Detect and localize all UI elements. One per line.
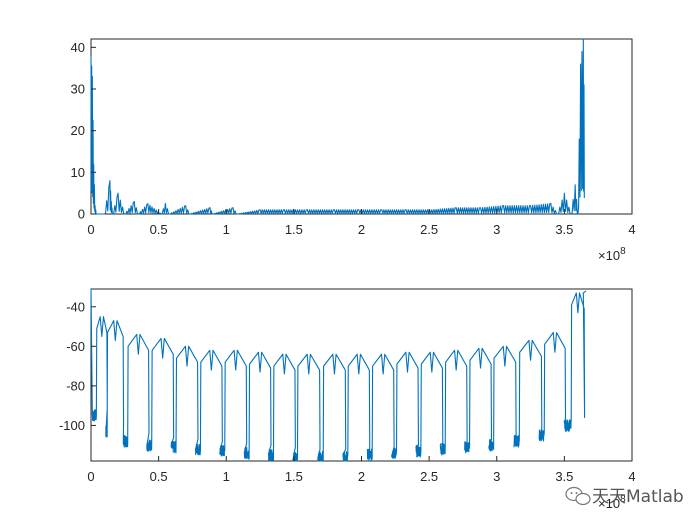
x-tick-label: 3.5: [555, 469, 573, 484]
x-tick-label: 4: [628, 469, 635, 484]
x-tick-label: 0: [87, 469, 94, 484]
x-tick-label: 1: [223, 469, 230, 484]
bottom-series-group: [90, 288, 587, 462]
top-x-ticks: 0 0.5 1 1.5 2 2.5 3 3.5 4: [87, 209, 636, 237]
top-series-line: [90, 38, 585, 215]
x-tick-label: 2.5: [420, 222, 438, 237]
y-tick-label: 20: [71, 123, 85, 138]
top-x-exponent-power: 8: [620, 246, 626, 257]
y-tick-label: -80: [66, 378, 85, 393]
x-tick-label: 1: [223, 222, 230, 237]
x-tick-label: 0.5: [150, 222, 168, 237]
y-tick-label: -100: [59, 418, 85, 433]
x-tick-label: 3: [493, 469, 500, 484]
bottom-x-exponent-base: ×10: [598, 496, 620, 511]
top-x-exponent: ×108: [598, 246, 626, 263]
y-tick-label: 0: [78, 207, 85, 222]
x-tick-label: 1.5: [285, 222, 303, 237]
x-tick-label: 1.5: [285, 469, 303, 484]
top-y-ticks: 0 10 20 30 40: [71, 40, 96, 222]
watermark: 天天Matlab: [565, 486, 684, 507]
y-tick-label: 30: [71, 82, 85, 97]
top-series-group: [90, 38, 585, 215]
bottom-x-exponent: ×108: [598, 494, 626, 511]
y-tick-label: -60: [66, 339, 85, 354]
top-x-exponent-base: ×10: [598, 248, 620, 263]
bottom-x-ticks: 0 0.5 1 1.5 2 2.5 3 3.5 4: [87, 456, 636, 484]
y-tick-label: -40: [66, 299, 85, 314]
x-tick-label: 2: [358, 469, 365, 484]
bottom-x-exponent-power: 8: [620, 494, 626, 505]
x-tick-label: 2.5: [420, 469, 438, 484]
bottom-series-line: [90, 288, 587, 462]
x-tick-label: 4: [628, 222, 635, 237]
top-axes-box: [90, 38, 633, 215]
watermark-text: 天天Matlab: [592, 487, 684, 507]
top-axes: 0 0.5 1 1.5 2 2.5 3 3.5 4 0 10 20 30 40 ×108: [71, 38, 636, 263]
bottom-axes-box: [90, 288, 633, 462]
y-tick-label: 40: [71, 40, 85, 55]
x-tick-label: 0: [87, 222, 94, 237]
bottom-y-ticks: -100 -80 -60 -40: [59, 299, 96, 433]
y-tick-label: 10: [71, 165, 85, 180]
bottom-axes: 0 0.5 1 1.5 2 2.5 3 3.5 4 -100 -80 -60 -40 ×108: [59, 288, 636, 511]
x-tick-label: 3.5: [555, 222, 573, 237]
wechat-bubble-icon: [565, 486, 591, 506]
x-tick-label: 0.5: [150, 469, 168, 484]
x-tick-label: 2: [358, 222, 365, 237]
x-tick-label: 3: [493, 222, 500, 237]
